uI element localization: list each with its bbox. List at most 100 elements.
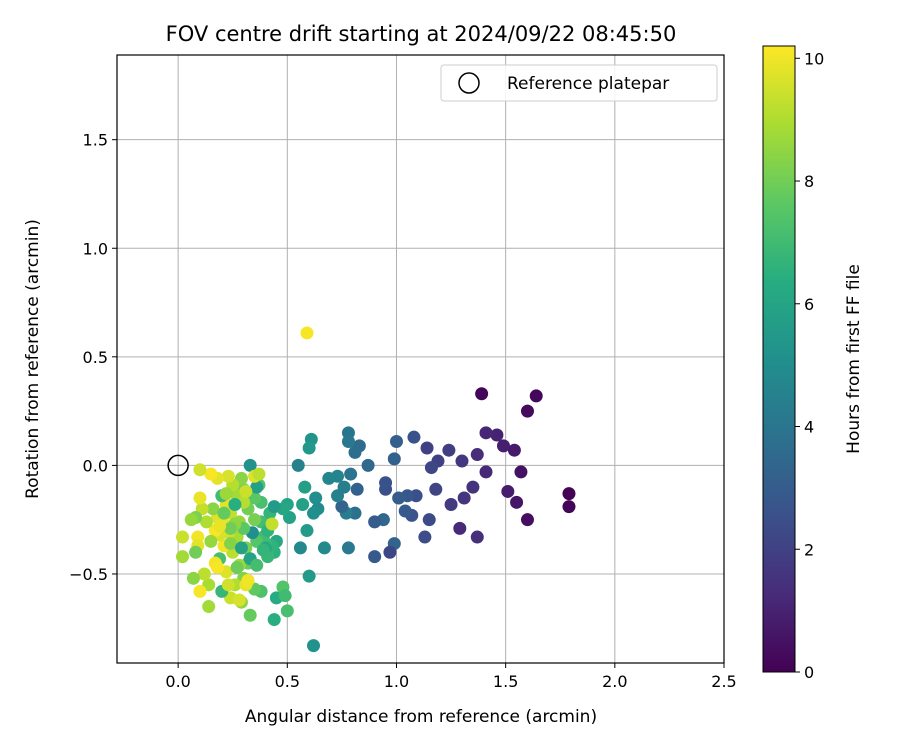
- data-point: [387, 452, 401, 466]
- data-point: [442, 443, 456, 457]
- colorbar-gradient: [762, 45, 796, 673]
- plot-frame: [116, 54, 725, 664]
- data-point: [520, 404, 534, 418]
- x-tick-label: 2.5: [711, 672, 736, 691]
- x-axis-label: Angular distance from reference (arcmin): [245, 707, 597, 727]
- data-point: [501, 484, 515, 498]
- data-point: [383, 545, 397, 559]
- data-point: [267, 500, 281, 514]
- data-point: [307, 639, 321, 653]
- data-point: [243, 608, 257, 622]
- x-tick-label: 1.0: [384, 672, 409, 691]
- y-axis-label: Rotation from reference (arcmin): [23, 219, 43, 499]
- data-point: [507, 443, 521, 457]
- data-point: [309, 491, 323, 505]
- data-point: [221, 469, 235, 483]
- legend-label-reference: Reference platepar: [507, 74, 669, 94]
- data-point: [234, 541, 248, 555]
- data-point: [224, 521, 238, 535]
- data-point: [398, 504, 412, 518]
- data-point: [291, 458, 305, 472]
- data-point: [529, 389, 543, 403]
- data-point: [475, 387, 489, 401]
- data-point: [230, 560, 244, 574]
- data-point: [368, 515, 382, 529]
- data-point: [239, 484, 253, 498]
- colorbar-ticks: 0 2 4 6 8 10: [795, 49, 824, 682]
- data-point: [350, 482, 364, 496]
- data-point: [520, 513, 534, 527]
- data-point: [204, 534, 218, 548]
- colorbar-label: Hours from first FF file: [844, 264, 864, 454]
- data-point: [392, 491, 406, 505]
- legend-reference-marker: [458, 72, 480, 94]
- data-point: [302, 569, 316, 583]
- data-point: [243, 458, 257, 472]
- data-point: [256, 543, 270, 557]
- data-point: [322, 471, 336, 485]
- data-point: [562, 487, 576, 501]
- data-point: [176, 550, 190, 564]
- data-point: [453, 521, 467, 535]
- chart-title: FOV centre drift starting at 2024/09/22 …: [166, 22, 677, 46]
- data-point: [217, 506, 231, 520]
- data-point: [241, 573, 255, 587]
- data-point: [193, 491, 207, 505]
- data-point: [510, 495, 524, 509]
- data-point: [213, 519, 227, 533]
- data-point: [429, 482, 443, 496]
- data-point: [335, 500, 349, 514]
- data-point: [348, 445, 362, 459]
- data-point: [193, 463, 207, 477]
- data-point: [267, 613, 281, 627]
- data-point: [455, 454, 469, 468]
- x-tick-label: 1.5: [493, 672, 518, 691]
- data-point: [379, 476, 393, 490]
- data-point: [341, 541, 355, 555]
- data-point: [368, 550, 382, 564]
- y-tick-label: 1.5: [83, 131, 108, 150]
- data-point: [176, 530, 190, 544]
- data-point: [298, 480, 312, 494]
- colorbar-tick-label: 4: [804, 418, 814, 437]
- y-axis-ticks: −0.5 0.0 0.5 1.0 1.5: [69, 131, 117, 584]
- colorbar-tick-label: 8: [804, 172, 814, 191]
- data-point: [224, 537, 238, 551]
- data-point: [252, 467, 266, 481]
- y-tick-label: 1.0: [83, 239, 108, 258]
- data-point: [232, 593, 246, 607]
- colorbar: 0 2 4 6 8 10 Hours from first FF file: [762, 45, 864, 682]
- data-point: [278, 589, 292, 603]
- data-point: [444, 497, 458, 511]
- x-axis-ticks: 0.0 0.5 1.0 1.5 2.0 2.5: [165, 663, 737, 691]
- data-point: [470, 530, 484, 544]
- legend: Reference platepar: [440, 64, 718, 102]
- data-point: [265, 517, 279, 531]
- data-point: [280, 604, 294, 618]
- data-point: [317, 541, 331, 555]
- data-point: [307, 506, 321, 520]
- colorbar-tick-label: 10: [804, 49, 824, 68]
- data-point: [228, 497, 242, 511]
- data-point: [457, 491, 471, 505]
- data-point: [422, 513, 436, 527]
- data-point: [300, 326, 314, 340]
- data-point: [331, 489, 345, 503]
- data-point: [424, 461, 438, 475]
- data-point: [250, 480, 264, 494]
- plot-area: [116, 54, 725, 664]
- x-tick-label: 0.0: [165, 672, 190, 691]
- data-point: [221, 578, 235, 592]
- scatter-points: [176, 326, 576, 653]
- data-point: [389, 435, 403, 449]
- colorbar-tick-label: 6: [804, 295, 814, 314]
- data-point: [197, 567, 211, 581]
- data-point: [184, 513, 198, 527]
- legend-box: [440, 64, 718, 102]
- data-point: [204, 467, 218, 481]
- y-tick-label: 0.5: [83, 348, 108, 367]
- data-point: [420, 441, 434, 455]
- data-point: [296, 497, 310, 511]
- data-point: [300, 524, 314, 538]
